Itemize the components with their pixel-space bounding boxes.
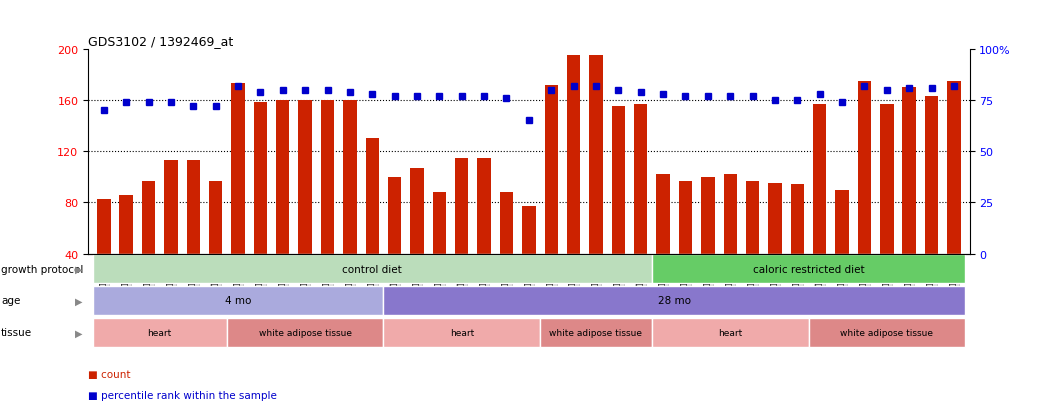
Bar bbox=[432, 192, 446, 254]
Bar bbox=[523, 207, 535, 254]
Bar bbox=[254, 103, 268, 254]
Bar bbox=[724, 175, 737, 254]
Text: 28 mo: 28 mo bbox=[657, 296, 691, 306]
Bar bbox=[634, 104, 647, 254]
Bar bbox=[92, 254, 652, 283]
Bar bbox=[880, 104, 894, 254]
Bar bbox=[299, 101, 312, 254]
Bar bbox=[679, 181, 692, 254]
Bar bbox=[119, 195, 133, 254]
Text: heart: heart bbox=[147, 328, 172, 337]
Bar bbox=[366, 139, 379, 254]
Text: caloric restricted diet: caloric restricted diet bbox=[753, 264, 864, 274]
Bar bbox=[813, 104, 826, 254]
Bar bbox=[455, 158, 469, 254]
Bar bbox=[92, 318, 227, 347]
Text: control diet: control diet bbox=[342, 264, 402, 274]
Bar bbox=[540, 318, 652, 347]
Text: white adipose tissue: white adipose tissue bbox=[840, 328, 933, 337]
Text: 4 mo: 4 mo bbox=[225, 296, 251, 306]
Text: ■ percentile rank within the sample: ■ percentile rank within the sample bbox=[88, 390, 277, 400]
Text: GDS3102 / 1392469_at: GDS3102 / 1392469_at bbox=[88, 36, 233, 48]
Bar bbox=[768, 184, 782, 254]
Bar bbox=[567, 56, 581, 254]
Bar bbox=[411, 169, 424, 254]
Text: tissue: tissue bbox=[1, 328, 32, 337]
Bar bbox=[142, 181, 156, 254]
Bar bbox=[187, 161, 200, 254]
Bar bbox=[701, 177, 714, 254]
Bar bbox=[388, 177, 401, 254]
Bar bbox=[746, 181, 759, 254]
Bar bbox=[544, 85, 558, 254]
Bar bbox=[947, 81, 960, 254]
Text: white adipose tissue: white adipose tissue bbox=[550, 328, 643, 337]
Bar bbox=[790, 185, 804, 254]
Bar bbox=[477, 158, 491, 254]
Bar bbox=[208, 181, 222, 254]
Text: white adipose tissue: white adipose tissue bbox=[258, 328, 352, 337]
Text: ▶: ▶ bbox=[76, 296, 83, 306]
Text: age: age bbox=[1, 296, 21, 306]
Bar bbox=[227, 318, 384, 347]
Bar bbox=[384, 286, 965, 315]
Bar bbox=[589, 56, 602, 254]
Bar bbox=[343, 101, 357, 254]
Bar bbox=[858, 81, 871, 254]
Text: heart: heart bbox=[450, 328, 474, 337]
Bar bbox=[97, 199, 111, 254]
Text: ▶: ▶ bbox=[76, 264, 83, 274]
Bar bbox=[652, 318, 809, 347]
Text: ■ count: ■ count bbox=[88, 369, 131, 379]
Bar bbox=[231, 84, 245, 254]
Text: ▶: ▶ bbox=[76, 328, 83, 337]
Bar bbox=[92, 286, 384, 315]
Text: growth protocol: growth protocol bbox=[1, 264, 83, 274]
Bar bbox=[384, 318, 540, 347]
Bar bbox=[652, 254, 965, 283]
Bar bbox=[656, 175, 670, 254]
Bar bbox=[612, 107, 625, 254]
Bar bbox=[164, 161, 177, 254]
Bar bbox=[320, 101, 334, 254]
Bar bbox=[836, 190, 849, 254]
Text: heart: heart bbox=[718, 328, 742, 337]
Bar bbox=[809, 318, 965, 347]
Bar bbox=[925, 97, 938, 254]
Bar bbox=[902, 88, 916, 254]
Bar bbox=[276, 101, 289, 254]
Bar bbox=[500, 192, 513, 254]
